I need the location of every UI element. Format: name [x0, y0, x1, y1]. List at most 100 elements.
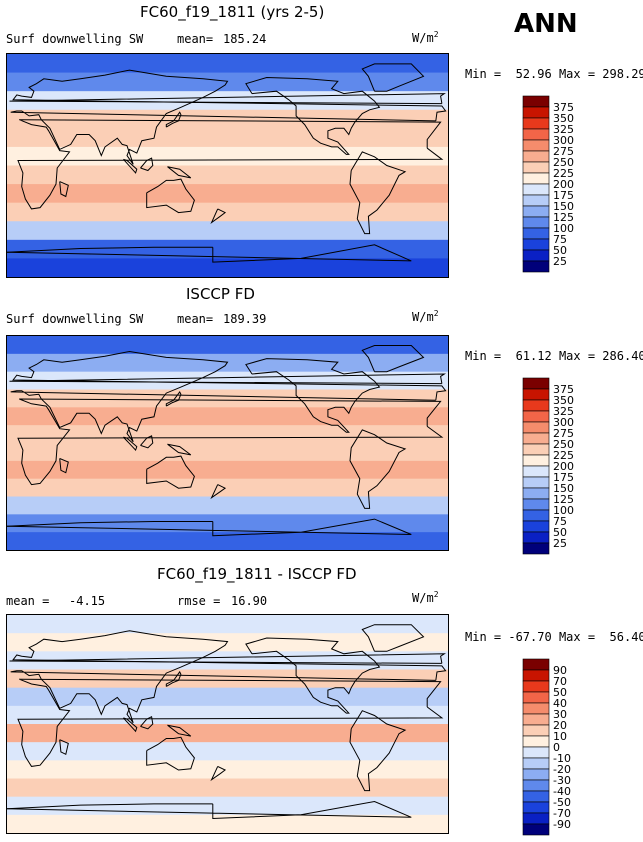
colorbar-swatch [522, 801, 550, 814]
colorbar-swatch [522, 520, 550, 533]
colorbar-tick-label: 70 [553, 675, 567, 688]
colorbar-tick-label: 50 [553, 686, 567, 699]
colorbar-tick-label: 20 [553, 719, 567, 732]
colorbar-tick-label: 50 [553, 526, 567, 539]
colorbar-swatch [522, 509, 550, 522]
colorbar-tick-label: -20 [553, 763, 571, 776]
colorbar-swatch [522, 128, 550, 141]
coastline [167, 724, 192, 737]
coastline [10, 630, 447, 724]
colorbar-tick-label: 40 [553, 697, 567, 710]
colorbar-tick-label: 350 [553, 394, 574, 407]
colorbar-swatch [522, 669, 550, 682]
colorbar-swatch [522, 172, 550, 185]
colorbar-swatch [522, 432, 550, 445]
colorbar-tick-label: 275 [553, 427, 574, 440]
colorbar-tick-label: 300 [553, 416, 574, 429]
colorbar-tick-label: 25 [553, 255, 567, 268]
coastline [361, 624, 425, 652]
coastline [245, 76, 381, 155]
panel2-mean-value: 189.39 [223, 312, 267, 326]
colorbar-tick-label: 175 [553, 471, 574, 484]
coastline [10, 69, 447, 165]
colorbar-swatch [522, 139, 550, 152]
coastline [10, 350, 447, 443]
panel2-map [6, 335, 449, 551]
colorbar-tick-label: 125 [553, 211, 574, 224]
colorbar-tick-label: 75 [553, 515, 567, 528]
colorbar-swatch [522, 531, 550, 544]
coastline [7, 244, 412, 263]
map-band [7, 221, 448, 241]
colorbar-swatch [522, 487, 550, 500]
coastline [245, 358, 381, 433]
colorbar-swatch [522, 498, 550, 511]
colorbar-swatch [522, 779, 550, 792]
coastline [210, 765, 227, 782]
colorbar-swatch [522, 421, 550, 434]
colorbar-tick-label: 75 [553, 233, 567, 246]
coastline [140, 157, 154, 172]
coastline [210, 208, 227, 224]
colorbar-swatch [522, 95, 550, 108]
coastline [140, 715, 154, 730]
map-band [7, 532, 448, 550]
panel1-title: FC60_f19_1811 (yrs 2-5) [140, 3, 325, 21]
map-band [7, 202, 448, 222]
colorbar-swatch [522, 757, 550, 770]
colorbar-tick-label: 125 [553, 493, 574, 506]
coastline [167, 443, 192, 456]
coastline [123, 158, 138, 174]
colorbar-swatch [522, 768, 550, 781]
coastline [59, 458, 69, 474]
map-band [7, 496, 448, 515]
map-band [7, 109, 448, 129]
colorbar-swatch [522, 724, 550, 737]
coastline [146, 455, 195, 489]
coastline [210, 484, 227, 500]
panel2-mean-label: mean= [177, 312, 214, 326]
colorbar-tick-label: 275 [553, 145, 574, 158]
colorbar-tick-label: 100 [553, 222, 574, 235]
panel3-colorbar: 90 70 50 40 30 20 10 0 -10 -20 -30 -40 -50 -70 -90 [522, 658, 602, 842]
colorbar-swatch [522, 691, 550, 704]
colorbar-tick-label: -90 [553, 818, 571, 831]
map-band [7, 705, 448, 725]
coastline [167, 166, 192, 179]
coastline [146, 178, 195, 214]
colorbar-swatch [522, 216, 550, 229]
season-label: ANN [514, 9, 578, 39]
coastline [7, 518, 412, 537]
map-band [7, 796, 448, 816]
colorbar-tick-label: 50 [553, 244, 567, 257]
coastline [165, 111, 182, 128]
map-band [7, 184, 448, 204]
colorbar-swatch [522, 823, 550, 836]
coastline [146, 736, 195, 771]
map-band [7, 146, 448, 166]
panel3-minmax: Min = -67.70 Max = 56.40 [465, 630, 643, 644]
colorbar-swatch [522, 790, 550, 803]
colorbar-tick-label: 200 [553, 460, 574, 473]
map-band [7, 760, 448, 779]
panel3-mean-label: mean = [6, 594, 50, 608]
colorbar-swatch [522, 150, 550, 163]
map-band [7, 239, 448, 259]
colorbar-swatch [522, 183, 550, 196]
colorbar-swatch [522, 735, 550, 748]
colorbar-tick-label: 90 [553, 664, 567, 677]
colorbar-tick-label: -70 [553, 807, 571, 820]
colorbar-tick-label: 100 [553, 504, 574, 517]
colorbar-swatch [522, 465, 550, 478]
colorbar-swatch [522, 410, 550, 423]
colorbar-swatch [522, 377, 550, 390]
coastline [123, 436, 138, 452]
coastline [9, 653, 447, 664]
colorbar-tick-label: 150 [553, 200, 574, 213]
colorbar-swatch [522, 238, 550, 251]
panel1-mean-value: 185.24 [223, 32, 267, 46]
coastline [59, 739, 69, 756]
map-band [7, 336, 448, 355]
coastline [17, 119, 444, 210]
colorbar-tick-label: 250 [553, 438, 574, 451]
